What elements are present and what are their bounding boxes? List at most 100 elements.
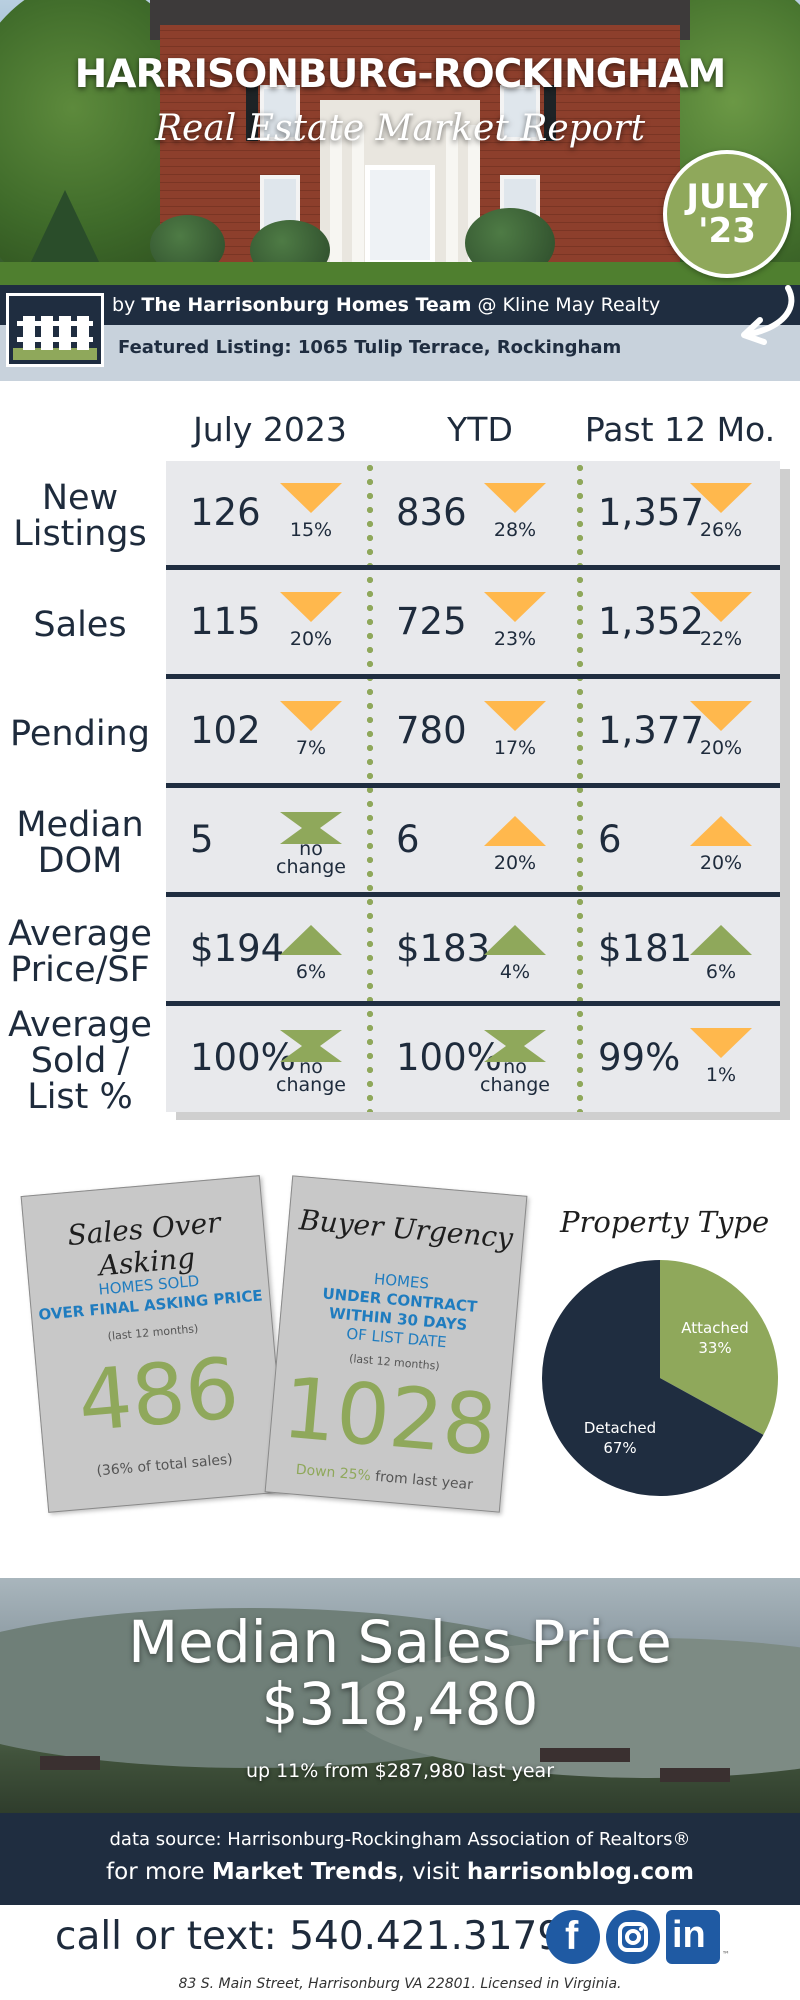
data-source: data source: Harrisonburg-Rockingham Ass… [109, 1829, 691, 1850]
row-label-line: Pending [10, 713, 150, 754]
stat-percent: 20% [699, 737, 743, 759]
data-source-bar: data source: Harrisonburg-Rockingham Ass… [0, 1813, 800, 1905]
row-label-line: Sold / [30, 1040, 130, 1081]
median-title: Median Sales Price [128, 1608, 672, 1676]
row-label: Sales [0, 607, 160, 643]
house-column [352, 125, 364, 265]
stat-value: 5 [190, 818, 214, 861]
triangle-down-icon [690, 701, 752, 731]
row-label: Median DOM [0, 807, 160, 879]
row-divider [166, 783, 780, 788]
triangle-down-icon [690, 1028, 752, 1058]
card-foot: (36% of total sales) [95, 1451, 234, 1480]
pie-title: Property Type [560, 1205, 770, 1239]
year-label: '23 [698, 211, 756, 251]
row-divider [166, 892, 780, 897]
logo-lawn [13, 348, 97, 360]
triangle-up-icon [280, 925, 342, 955]
fence-rail [17, 321, 93, 326]
house-door [365, 165, 435, 265]
instagram-glyph [618, 1922, 648, 1952]
byline-suffix: @ Kline May Realty [477, 294, 661, 316]
stat-percent: 23% [493, 628, 537, 650]
row-label-line: Average [8, 1004, 152, 1045]
blog-link[interactable]: harrisonblog.com [466, 1859, 694, 1885]
stat-percent: 6% [295, 961, 327, 983]
byline-prefix: by [112, 294, 136, 316]
fence-logo-icon [6, 293, 104, 367]
stat-percent: 22% [699, 628, 743, 650]
trends-prefix: for more [106, 1859, 212, 1885]
no-change-word: no [299, 1056, 323, 1078]
stat-percent: 20% [493, 852, 537, 874]
house-roof-small [540, 1748, 630, 1762]
median-price-banner: Median Sales Price $318,480 up 11% from … [0, 1578, 800, 1813]
bowtie-icon [280, 1030, 342, 1062]
no-change-word: no [503, 1056, 527, 1078]
pie-label: Detached [584, 1419, 656, 1437]
triangle-down-icon [280, 483, 342, 513]
property-type-pie: Attached 33% Detached 67% [542, 1260, 778, 1496]
card-foot-rest: from last year [370, 1468, 474, 1494]
house-window [260, 85, 300, 141]
facebook-icon[interactable]: f [546, 1910, 600, 1964]
stat-percent: 28% [493, 519, 537, 541]
row-label-line: Median [16, 804, 144, 845]
triangle-down-icon [280, 701, 342, 731]
stat-percent: 7% [295, 737, 327, 759]
stat-value: 99% [598, 1036, 681, 1079]
byline: by The Harrisonburg Homes Team @ Kline M… [112, 294, 660, 316]
column-header: July 2023 [193, 410, 347, 449]
triangle-down-icon [484, 592, 546, 622]
stat-percent: 15% [289, 519, 333, 541]
no-change-label: no change [271, 840, 351, 878]
stat-value: 102 [190, 709, 261, 752]
stat-percent: 20% [699, 852, 743, 874]
office-address: 83 S. Main Street, Harrisonburg VA 22801… [178, 1976, 622, 1992]
market-trends-line: for more Market Trends, visit harrisonbl… [0, 1859, 800, 1885]
hero-banner: HARRISONBURG-ROCKINGHAM Real Estate Mark… [0, 0, 800, 285]
triangle-down-icon [690, 483, 752, 513]
house-column [330, 125, 342, 265]
no-change-word: change [276, 856, 346, 878]
stat-value: 115 [190, 600, 261, 643]
row-label-line: Average [8, 913, 152, 954]
row-label-line: DOM [37, 840, 123, 881]
call-text-line[interactable]: call or text: 540.421.3179 [55, 1914, 563, 1959]
featured-listing[interactable]: Featured Listing: 1065 Tulip Terrace, Ro… [118, 337, 622, 358]
pie-value-label: 67% [603, 1439, 636, 1457]
row-label-line: Price/SF [10, 949, 150, 990]
instagram-icon[interactable] [606, 1910, 660, 1964]
stat-percent: 1% [705, 1064, 737, 1086]
stat-percent: 17% [493, 737, 537, 759]
triangle-up-icon [484, 925, 546, 955]
triangle-down-icon [280, 592, 342, 622]
median-price: $318,480 [261, 1670, 539, 1738]
triangle-up-icon [484, 816, 546, 846]
no-change-word: change [276, 1074, 346, 1096]
curved-arrow-icon [741, 285, 795, 345]
featured-bar [0, 325, 800, 381]
stat-percent: 4% [499, 961, 531, 983]
triangle-up-icon [690, 816, 752, 846]
stat-value: 100% [396, 1036, 502, 1079]
team-name[interactable]: The Harrisonburg Homes Team [141, 294, 472, 316]
card-value: 1028 [278, 1358, 501, 1475]
column-header: YTD [447, 410, 513, 449]
row-label-line: Listings [13, 513, 147, 554]
stat-value: $181 [598, 927, 693, 970]
stat-value: $194 [190, 927, 285, 970]
bowtie-icon [484, 1030, 546, 1062]
report-subtitle: Real Estate Market Report [154, 108, 646, 149]
stat-value: 725 [396, 600, 467, 643]
house-window [500, 85, 540, 141]
trends-link[interactable]: Market Trends [211, 1859, 398, 1885]
stat-value: 6 [396, 818, 420, 861]
no-change-label: no change [271, 1056, 351, 1096]
row-divider [166, 1001, 780, 1006]
card-title: Buyer Urgency [297, 1203, 515, 1255]
byline-bar [0, 285, 800, 325]
pie-label: Attached [681, 1319, 748, 1337]
linkedin-icon[interactable]: in [666, 1910, 720, 1964]
stat-percent: 20% [289, 628, 333, 650]
